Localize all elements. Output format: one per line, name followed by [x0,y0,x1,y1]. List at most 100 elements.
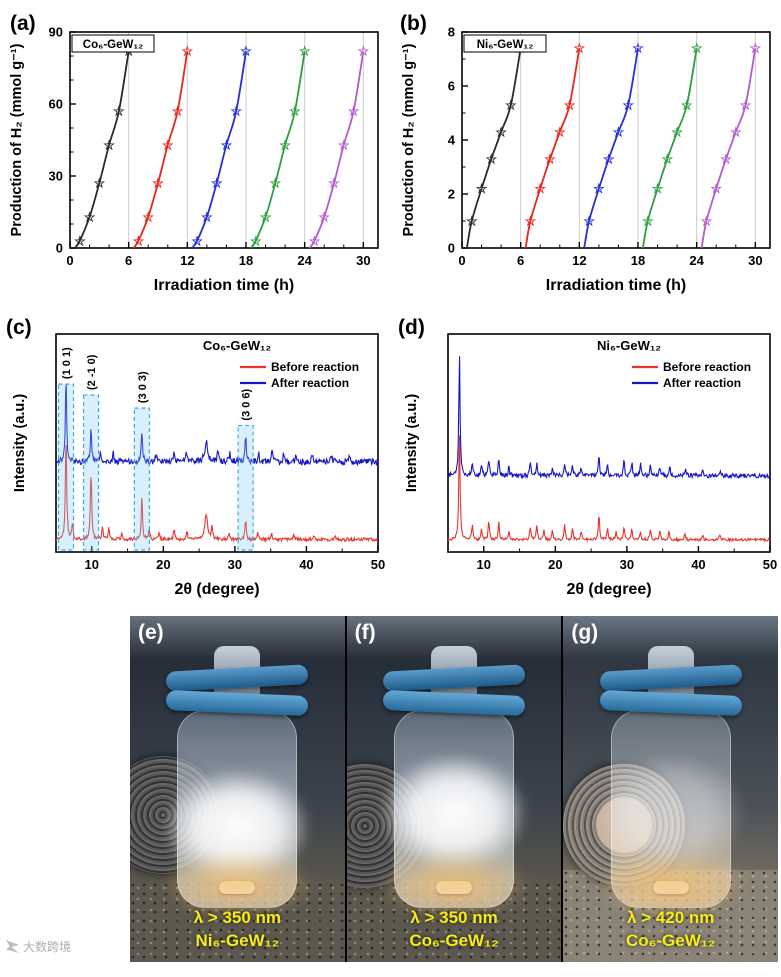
svg-text:☆: ☆ [211,176,223,191]
panel-label-c: (c) [6,316,32,339]
svg-text:☆: ☆ [318,209,330,224]
svg-text:☆: ☆ [525,214,537,229]
svg-text:☆: ☆ [74,233,86,248]
amber-light [160,850,315,920]
svg-text:Intensity (a.u.): Intensity (a.u.) [404,394,420,492]
svg-text:0: 0 [66,253,73,268]
svg-text:10: 10 [85,557,99,572]
caption-sample: Co₆-GeW₁₂ [626,931,716,951]
svg-text:☆: ☆ [681,97,693,112]
panel-label-a: (a) [10,12,36,35]
svg-text:☆: ☆ [740,97,752,112]
svg-text:10: 10 [477,557,491,572]
photo-strip: (e) λ > 350 nm Ni₆-GeW₁₂ (f) λ > 350 nm … [130,616,779,962]
svg-text:60: 60 [49,97,63,112]
svg-text:50: 50 [763,557,777,572]
svg-text:☆: ☆ [544,151,556,166]
svg-text:☆: ☆ [133,233,145,248]
svg-text:☆: ☆ [466,214,478,229]
svg-text:(3 0 3): (3 0 3) [137,371,149,403]
svg-text:24: 24 [297,253,312,268]
svg-text:2: 2 [448,187,455,202]
svg-text:☆: ☆ [348,104,360,119]
caption-wavelength: λ > 350 nm [410,908,498,928]
svg-text:☆: ☆ [113,104,125,119]
svg-text:Before reaction: Before reaction [663,360,751,374]
svg-text:40: 40 [299,557,313,572]
svg-text:20: 20 [548,557,562,572]
svg-text:☆: ☆ [593,181,605,196]
clamp-upper [382,664,526,692]
panel-label-g: (g) [571,621,599,644]
panel-label-d: (d) [398,316,425,339]
svg-text:Before reaction: Before reaction [271,360,359,374]
svg-text:Co₆-GeW₁₂: Co₆-GeW₁₂ [83,39,143,51]
clamp-lower [166,689,309,717]
svg-text:4: 4 [448,133,456,148]
svg-text:Production of H₂ (mmol g⁻¹): Production of H₂ (mmol g⁻¹) [401,43,417,236]
svg-text:☆: ☆ [710,181,722,196]
caption-wavelength: λ > 420 nm [626,908,715,928]
svg-text:18: 18 [239,253,253,268]
svg-text:(3 0 6): (3 0 6) [241,388,253,420]
svg-text:Production of H₂ (mmol g⁻¹): Production of H₂ (mmol g⁻¹) [9,43,25,236]
photo-caption-f: λ > 350 nm Co₆-GeW₁₂ [347,907,562,953]
svg-text:☆: ☆ [299,44,311,59]
svg-text:☆: ☆ [662,151,674,166]
svg-text:☆: ☆ [270,176,282,191]
svg-text:☆: ☆ [642,214,654,229]
svg-text:☆: ☆ [750,41,762,56]
caption-sample: Co₆-GeW₁₂ [409,931,499,951]
svg-text:0: 0 [458,253,465,268]
svg-text:☆: ☆ [476,181,488,196]
svg-text:After reaction: After reaction [271,376,349,390]
svg-text:6: 6 [448,79,455,94]
watermark: 大数跨境 [6,938,71,955]
svg-text:☆: ☆ [152,176,164,191]
svg-text:30: 30 [228,557,242,572]
svg-text:6: 6 [517,253,524,268]
svg-text:☆: ☆ [221,137,233,152]
svg-text:☆: ☆ [720,151,732,166]
svg-text:12: 12 [180,253,194,268]
svg-text:2θ (degree): 2θ (degree) [174,581,259,598]
svg-text:☆: ☆ [632,41,644,56]
svg-text:☆: ☆ [554,124,566,139]
svg-text:☆: ☆ [671,124,683,139]
svg-text:40: 40 [691,557,705,572]
svg-text:30: 30 [748,253,762,268]
svg-text:☆: ☆ [730,124,742,139]
svg-text:☆: ☆ [162,137,174,152]
svg-text:☆: ☆ [103,137,115,152]
svg-text:☆: ☆ [182,44,194,59]
svg-text:☆: ☆ [250,233,262,248]
photo-panel-f: (f) λ > 350 nm Co₆-GeW₁₂ [346,616,562,962]
svg-text:6: 6 [125,253,132,268]
svg-text:(1 0 1): (1 0 1) [61,347,73,379]
svg-text:☆: ☆ [328,176,340,191]
svg-text:☆: ☆ [486,151,498,166]
svg-text:Co₆-GeW₁₂: Co₆-GeW₁₂ [203,338,272,353]
svg-text:90: 90 [49,25,63,40]
svg-text:☆: ☆ [505,97,517,112]
chart-h2-production-ni6gew12: 0 6 12 18 24 3002468☆☆☆☆☆☆☆☆☆☆☆☆☆☆☆☆☆☆☆☆☆☆☆☆☆… [398,8,778,308]
svg-text:☆: ☆ [534,181,546,196]
panel-label-f: (f) [354,621,376,644]
clamp-upper [166,664,309,692]
svg-text:12: 12 [572,253,586,268]
clamp-upper [599,664,742,692]
clamp-lower [382,689,526,717]
svg-text:☆: ☆ [622,97,634,112]
svg-text:20: 20 [156,557,170,572]
svg-text:☆: ☆ [230,104,242,119]
watermark-logo-icon [6,940,19,953]
svg-text:☆: ☆ [94,176,106,191]
amber-light [593,850,749,920]
svg-text:18: 18 [631,253,645,268]
svg-text:0: 0 [448,241,455,256]
svg-text:☆: ☆ [583,214,595,229]
svg-text:After reaction: After reaction [663,376,741,390]
svg-text:☆: ☆ [574,41,586,56]
